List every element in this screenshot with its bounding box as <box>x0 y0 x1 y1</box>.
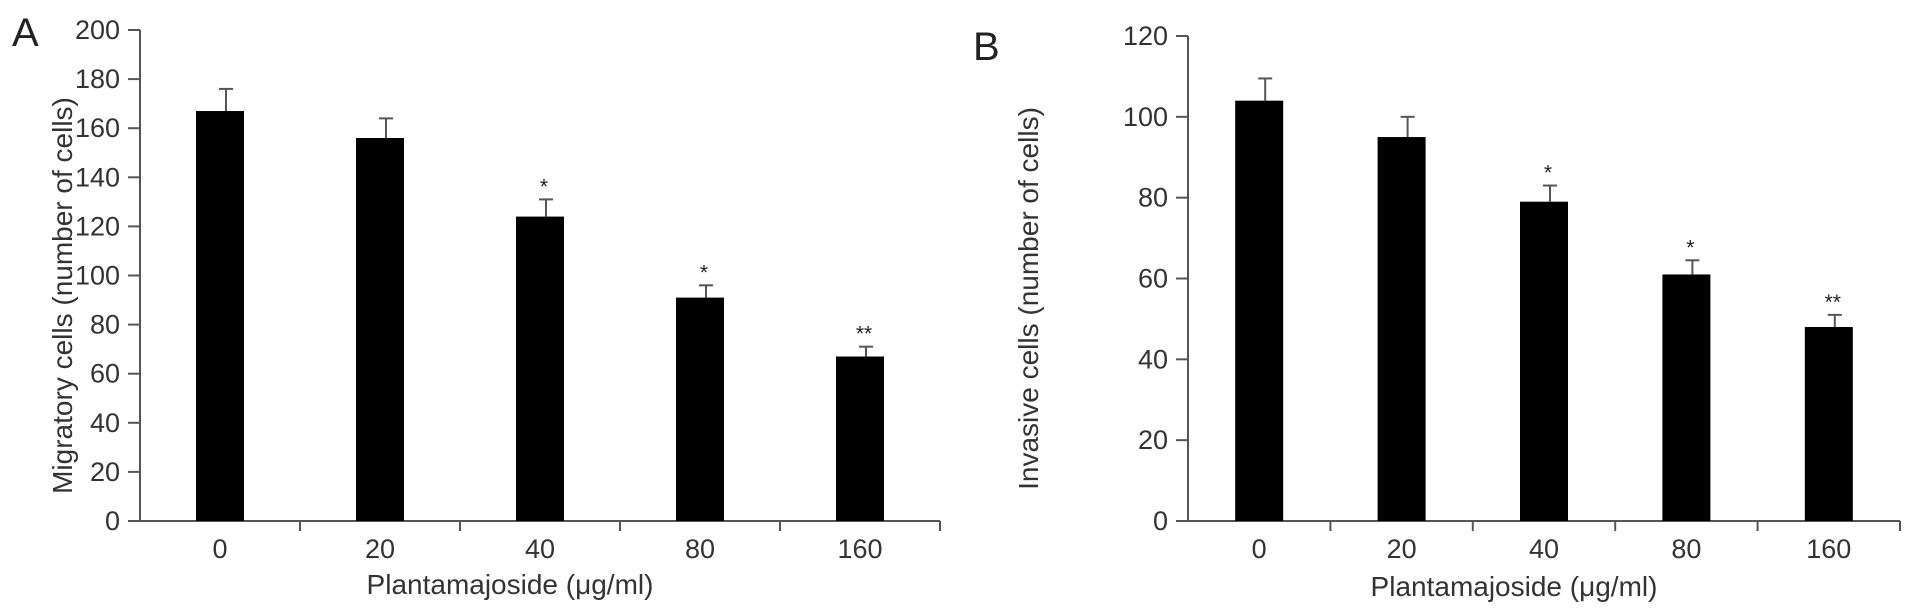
bar <box>1235 100 1284 522</box>
bar <box>516 216 564 521</box>
x-axis-title: Plantamajoside (μg/ml) <box>1371 571 1658 602</box>
significance-marker: ** <box>856 323 872 346</box>
y-tick-label: 20 <box>1138 425 1168 455</box>
significance-marker: * <box>700 261 708 284</box>
y-tick-label: 80 <box>90 310 120 340</box>
x-tick-label: 80 <box>1671 534 1701 564</box>
y-tick-label: 200 <box>75 15 120 45</box>
y-tick-label: 160 <box>75 113 120 143</box>
y-tick-label: 120 <box>1123 21 1168 51</box>
significance-marker: * <box>1686 236 1694 259</box>
bar <box>1520 201 1568 522</box>
y-tick-label: 0 <box>105 506 120 536</box>
y-tick-label: 120 <box>75 211 120 241</box>
x-tick-label: 20 <box>1387 534 1417 564</box>
x-tick-label: 80 <box>685 534 715 564</box>
significance-marker: * <box>1544 162 1552 185</box>
x-tick-label: 160 <box>837 534 882 564</box>
bar <box>1377 137 1426 521</box>
bar <box>836 356 884 521</box>
y-tick-label: 40 <box>1138 344 1168 374</box>
y-tick-label: 40 <box>90 408 120 438</box>
bar <box>1804 327 1853 521</box>
x-tick-label: 160 <box>1806 534 1851 564</box>
bar <box>1662 274 1711 521</box>
y-tick-label: 140 <box>75 162 120 192</box>
significance-marker: * <box>540 175 548 198</box>
y-tick-label: 60 <box>1138 264 1168 294</box>
x-tick-label: 40 <box>1529 534 1559 564</box>
y-tick-label: 0 <box>1153 506 1168 536</box>
panel-letter: A <box>12 11 39 55</box>
x-axis-title: Plantamajoside (μg/ml) <box>367 569 654 600</box>
panel-letter: B <box>973 25 1000 69</box>
y-tick-label: 100 <box>1123 102 1168 132</box>
x-tick-label: 0 <box>1252 534 1267 564</box>
chart-panel-a: A 0 20 40 60 80 100 120 140 160 180 200 0 20 * 40 * 80 ** 1… <box>12 11 941 600</box>
bar <box>356 138 404 521</box>
x-tick-label: 20 <box>365 534 395 564</box>
y-tick-label: 180 <box>75 64 120 94</box>
x-tick-label: 40 <box>525 534 555 564</box>
bar <box>676 297 724 521</box>
y-axis-title: Invasive cells (number of cells) <box>1013 107 1044 490</box>
y-tick-label: 80 <box>1138 183 1168 213</box>
y-tick-label: 60 <box>90 359 120 389</box>
x-tick-label: 0 <box>212 534 227 564</box>
y-tick-label: 100 <box>75 261 120 291</box>
y-axis-title: Migratory cells (number of cells) <box>47 97 78 494</box>
chart-panel-b: B 0 20 40 60 80 100 120 0 20 * 40 * 80 ** 160 Invasive c… <box>973 21 1901 602</box>
y-tick-label: 20 <box>90 457 120 487</box>
significance-marker: ** <box>1825 291 1841 314</box>
bar <box>196 111 244 521</box>
